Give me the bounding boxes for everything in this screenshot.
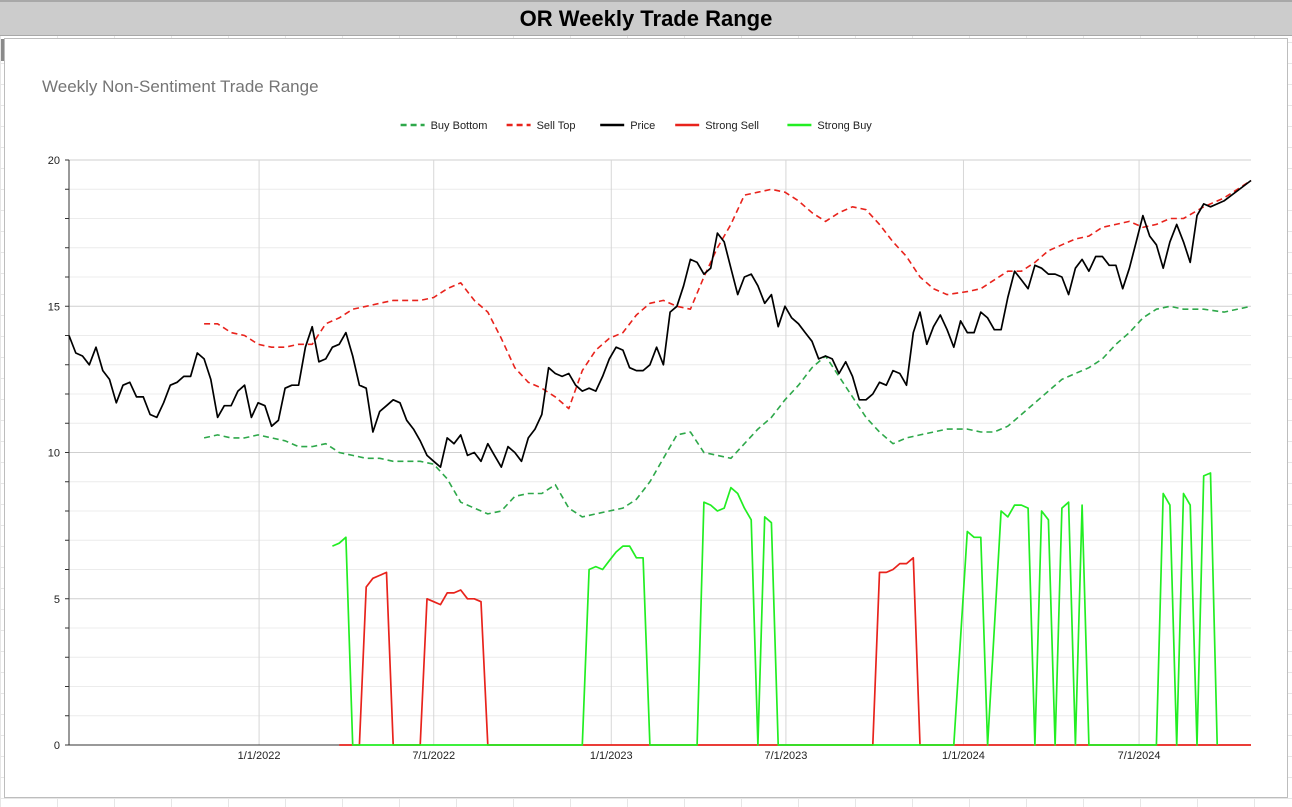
legend-label: Buy Bottom <box>431 120 488 132</box>
chart-legend: Buy Bottom Sell Top Price Strong Sell Strong… <box>400 120 872 132</box>
legend-label: Strong Sell <box>705 120 759 132</box>
series-line-sell-top <box>204 179 1252 410</box>
y-tick-label: 15 <box>48 301 60 313</box>
x-tick-label: 1/1/2022 <box>238 750 281 762</box>
series-line-buy-bottom <box>203 305 1252 518</box>
y-tick-label: 0 <box>54 740 60 752</box>
x-tick-label: 7/1/2022 <box>412 750 455 762</box>
legend-item[interactable]: Price <box>600 120 655 132</box>
y-tick-label: 5 <box>54 594 60 606</box>
y-tick-label: 20 <box>48 155 60 167</box>
y-tick-label: 10 <box>48 448 60 460</box>
series-line-price <box>68 179 1252 468</box>
chart-series <box>68 179 1252 746</box>
chart-title: Weekly Non-Sentiment Trade Range <box>42 77 319 96</box>
x-tick-label: 7/1/2023 <box>765 750 808 762</box>
legend-label: Sell Top <box>537 120 576 132</box>
line-chart: Weekly Non-Sentiment Trade Range Buy Bot… <box>42 77 1252 762</box>
x-tick-label: 1/1/2023 <box>590 750 633 762</box>
x-tick-label: 1/1/2024 <box>942 750 985 762</box>
legend-item[interactable]: Buy Bottom <box>400 120 488 132</box>
sheet-title-bar: OR Weekly Trade Range <box>0 0 1292 36</box>
legend-label: Strong Buy <box>817 120 872 132</box>
legend-item[interactable]: Strong Buy <box>787 120 872 132</box>
legend-item[interactable]: Strong Sell <box>675 120 759 132</box>
chart-tick-labels: 0 5 10 15 20 1/1/2022 7/1/2022 1/1/2023 7/1/2023… <box>48 155 1161 762</box>
sheet-title: OR Weekly Trade Range <box>519 5 773 31</box>
series-line-strong-sell <box>339 556 1251 746</box>
x-tick-label: 7/1/2024 <box>1118 750 1161 762</box>
legend-label: Price <box>630 120 655 132</box>
legend-item[interactable]: Sell Top <box>506 120 576 132</box>
series-line-strong-buy <box>332 472 1219 746</box>
chart-container[interactable]: Weekly Non-Sentiment Trade Range Buy Bot… <box>1 38 1288 798</box>
